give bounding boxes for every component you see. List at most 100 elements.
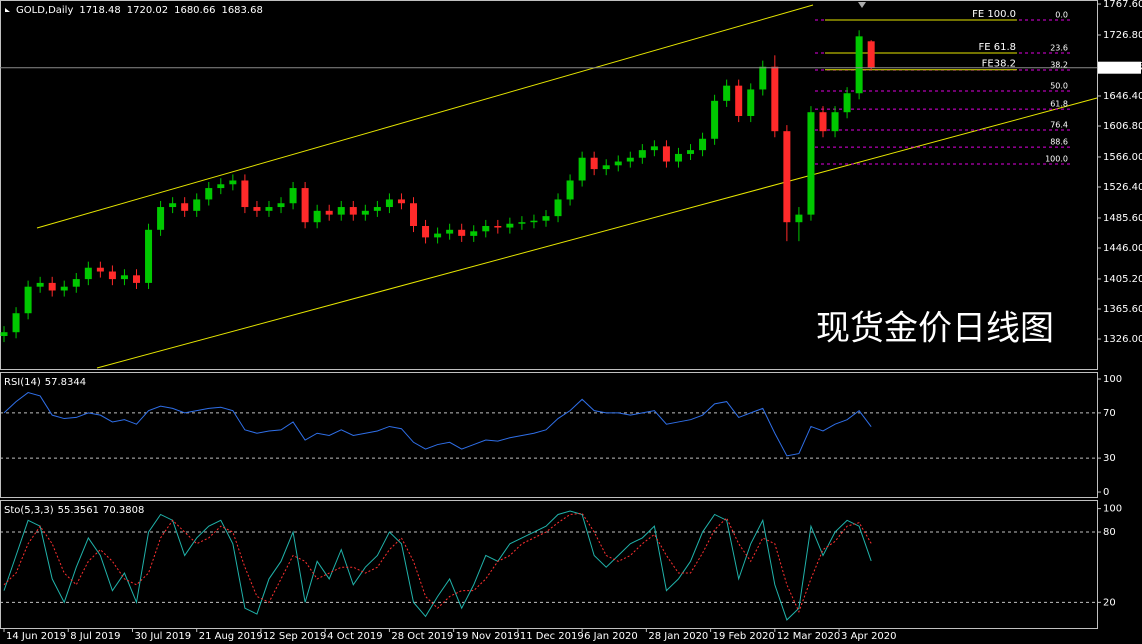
x-tick-label: 19 Nov 2019 <box>456 631 520 642</box>
candle-body <box>735 85 743 117</box>
candle-body <box>0 332 8 337</box>
candle-body <box>494 226 502 228</box>
fe-label: FE 100.0 <box>972 9 1016 20</box>
fe-label: FE38.2 <box>982 59 1016 70</box>
y-tick-label: 1646.40 <box>1103 91 1142 102</box>
rsi-panel <box>0 372 1098 498</box>
y-tick-label: 1405.20 <box>1103 274 1142 285</box>
candle-body <box>831 112 839 132</box>
candle-body <box>397 199 405 204</box>
candle-body <box>554 199 562 217</box>
candle-body <box>12 313 20 333</box>
channel-lower <box>96 97 1098 369</box>
x-tick-label: 12 Sep 2019 <box>263 631 326 642</box>
candle-body <box>434 233 442 238</box>
x-tick-label: 14 Jun 2019 <box>6 631 66 642</box>
last-price-box <box>1098 61 1141 74</box>
y-tick-label: 80 <box>1103 527 1116 538</box>
x-tick-label: 19 Feb 2020 <box>713 631 775 642</box>
x-tick-label: 6 Jan 2020 <box>584 631 638 642</box>
fibo-label: 100.0 <box>1045 155 1068 164</box>
candle-body <box>795 214 803 223</box>
ohlc-value: 1680.66 <box>174 5 215 16</box>
candle-body <box>313 210 321 223</box>
candle-body <box>361 210 369 215</box>
candle-body <box>542 216 550 221</box>
candle-body <box>145 229 153 283</box>
icon <box>5 8 10 12</box>
candle-body <box>229 180 237 185</box>
y-tick-label: 1326.00 <box>1103 334 1142 345</box>
candle-body <box>217 184 225 189</box>
candle-body <box>578 157 586 181</box>
x-tick-label: 8 Jul 2019 <box>70 631 120 642</box>
x-tick-label: 4 Oct 2019 <box>327 631 382 642</box>
panel-title: Sto(5,3,3) <box>4 505 54 516</box>
watermark: 现货金价日线图 <box>816 309 1054 349</box>
fibo-label: 38.2 <box>1050 61 1068 70</box>
y-tick-label: 0 <box>1103 487 1109 498</box>
marker <box>858 2 866 8</box>
y-tick-label: 1566.00 <box>1103 152 1142 163</box>
series-line <box>3 510 872 621</box>
candle-body <box>687 150 695 154</box>
panel-header: RSI(14) 57.8344 <box>4 377 86 388</box>
y-tick-label: 20 <box>1103 597 1116 608</box>
candle-body <box>24 286 32 314</box>
candle-body <box>157 207 165 230</box>
y-tick-label: 1726.80 <box>1103 30 1142 41</box>
candle-body <box>289 188 297 204</box>
candle-body <box>747 89 755 117</box>
candle-body <box>807 112 815 215</box>
x-tick-label: 28 Jan 2020 <box>648 631 708 642</box>
candle-body <box>84 267 92 280</box>
candle-body <box>855 36 863 94</box>
candle-body <box>674 153 682 162</box>
y-tick-label: 100 <box>1103 374 1122 385</box>
y-tick-label: 1606.80 <box>1103 121 1142 132</box>
candle-body <box>626 157 634 162</box>
panel-header: GOLD,Daily 1718.48 1720.02 1680.66 1683.68 <box>16 5 263 16</box>
header-value: 55.3561 <box>58 505 99 516</box>
candle-body <box>614 161 622 166</box>
candle-body <box>253 207 261 211</box>
candle-body <box>385 199 393 208</box>
candle-body <box>506 223 514 228</box>
panel-title: GOLD,Daily <box>16 5 73 16</box>
candle-body <box>265 207 273 211</box>
fibo-label: 23.6 <box>1050 44 1068 53</box>
y-tick-label: 1446.00 <box>1103 243 1142 254</box>
candle-body <box>711 100 719 139</box>
x-tick-label: 28 Oct 2019 <box>391 631 453 642</box>
candle-body <box>843 93 851 113</box>
candle-body <box>759 66 767 90</box>
y-tick-label: 1526.40 <box>1103 182 1142 193</box>
fibo-label: 0.0 <box>1055 11 1068 20</box>
candle-body <box>771 66 779 132</box>
x-tick-label: 21 Aug 2019 <box>199 631 263 642</box>
series-line <box>3 392 872 457</box>
fe-label: FE 61.8 <box>978 42 1016 53</box>
y-tick-label: 30 <box>1103 453 1116 464</box>
candle-body <box>325 210 333 215</box>
candle-body <box>301 188 309 223</box>
candle-body <box>120 275 128 280</box>
candle-body <box>446 229 454 234</box>
x-tick-label: 12 Mar 2020 <box>777 631 840 642</box>
candle-body <box>566 180 574 200</box>
candle-body <box>458 229 466 236</box>
candle-body <box>60 286 68 291</box>
header-value: 57.8344 <box>45 377 86 388</box>
price-panel <box>0 0 1098 370</box>
candle-body <box>867 41 875 68</box>
y-tick-label: 1365.60 <box>1103 304 1142 315</box>
candle-body <box>181 203 189 211</box>
candle-body <box>410 203 418 227</box>
candle-body <box>638 150 646 158</box>
candle-body <box>662 146 670 162</box>
candle-body <box>277 203 285 208</box>
candle-body <box>349 207 357 215</box>
candle-body <box>205 188 213 200</box>
x-tick-label: 3 Apr 2020 <box>841 631 896 642</box>
